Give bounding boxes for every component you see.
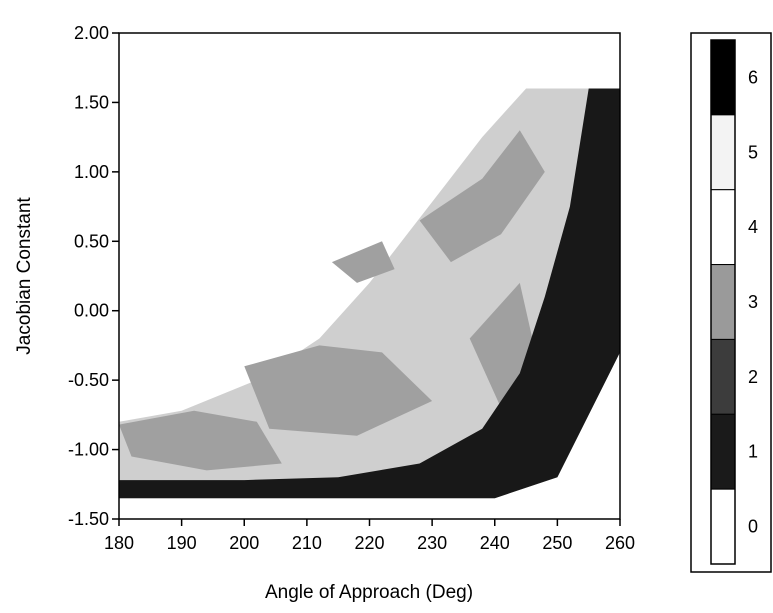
colorbar-label: 1: [748, 442, 758, 462]
x-axis: 180 190 200 210 220 230 240 250 260: [104, 519, 635, 553]
colorbar-band-0: [710, 488, 736, 565]
x-tick-label: 200: [229, 533, 259, 553]
colorbar-label: 4: [748, 217, 758, 237]
colorbar-label: 0: [748, 517, 758, 537]
x-tick-label: 190: [167, 533, 197, 553]
region-gray-patch-1: [244, 345, 433, 436]
y-axis: 2.00 1.50 1.00 0.50 0.00 -0.50 -1.00 -1.50: [68, 23, 119, 529]
x-tick-label: 250: [542, 533, 572, 553]
y-tick-label: -1.50: [68, 509, 109, 529]
colorbar-labels: 6 5 4 3 2 1 0: [748, 67, 758, 536]
x-tick-label: 260: [605, 533, 635, 553]
colorbar-band-3: [710, 264, 736, 340]
y-tick-label: 2.00: [74, 23, 109, 43]
region-gray-patch-4: [331, 241, 395, 283]
y-tick-label: 1.00: [74, 162, 109, 182]
colorbar-label: 5: [748, 142, 758, 162]
x-tick-label: 180: [104, 533, 134, 553]
colorbar-bands: [710, 39, 736, 565]
x-tick-label: 210: [292, 533, 322, 553]
colorbar-outline: [710, 39, 736, 565]
y-tick-label: -0.50: [68, 370, 109, 390]
colorbar-band-2: [710, 338, 736, 415]
x-axis-title: Angle of Approach (Deg): [265, 582, 473, 603]
y-tick-label: 1.50: [74, 92, 109, 112]
region-gray-patch-0: [419, 130, 545, 263]
y-tick-label: 0.00: [74, 301, 109, 321]
y-axis-title: Jacobian Constant: [14, 197, 35, 355]
x-tick-label: 230: [417, 533, 447, 553]
y-tick-label: -1.00: [68, 440, 109, 460]
colorbar-label: 6: [748, 67, 758, 87]
y-tick-label: 0.50: [74, 231, 109, 251]
colorbar-band-4: [710, 189, 736, 266]
colorbar-legend: 6 5 4 3 2 1 0: [690, 32, 772, 573]
x-tick-label: 220: [354, 533, 384, 553]
colorbar-label: 3: [748, 292, 758, 312]
colorbar-label: 2: [748, 367, 758, 387]
x-tick-label: 240: [480, 533, 510, 553]
heatmap-region: [119, 88, 620, 499]
colorbar-band-1: [710, 413, 736, 490]
colorbar-band-6: [710, 39, 736, 116]
region-gray-patch-2: [119, 410, 282, 471]
colorbar-band-5: [710, 114, 736, 191]
